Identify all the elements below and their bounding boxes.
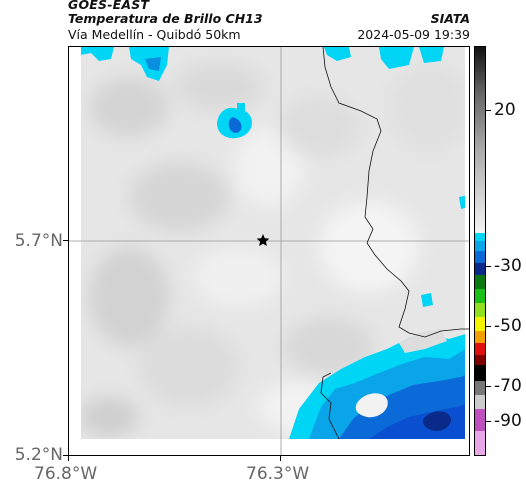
cold-cloud-top	[81, 47, 469, 307]
colorbar-tick	[486, 326, 491, 327]
satellite-title: GOES-EAST	[68, 0, 150, 12]
colorbar-label: 20	[494, 100, 516, 120]
colorbar-tick	[486, 266, 491, 267]
y-tick-mark	[63, 240, 68, 241]
map-header: GOES-EAST Temperatura de Brillo CH13 Vía…	[68, 0, 470, 46]
coast-border	[320, 372, 340, 440]
map-canvas	[69, 47, 469, 455]
country-border	[322, 47, 469, 338]
x-tick-label: 76.8°W	[34, 464, 98, 484]
colorbar-label: -50	[494, 316, 522, 336]
x-tick-mark	[68, 456, 69, 461]
colorbar-label: -30	[494, 256, 522, 276]
product-title: Temperatura de Brillo CH13	[68, 11, 263, 26]
colorbar-label: -70	[494, 376, 522, 396]
datetime-label: 2024-05-09 19:39	[357, 27, 470, 42]
colorbar-label: -90	[494, 411, 522, 431]
x-tick-label: 76.3°W	[246, 464, 310, 484]
star-marker	[256, 234, 270, 246]
colorbar-tick	[486, 386, 491, 387]
cold-cloud-bottom	[289, 329, 469, 439]
map-panel	[68, 46, 470, 456]
cloud-texture	[79, 62, 469, 437]
region-subtitle: Vía Medellín - Quibdó 50km	[68, 27, 241, 42]
y-tick-label: 5.7°N	[14, 231, 63, 251]
colorbar-tick	[486, 421, 491, 422]
x-tick-mark	[280, 456, 281, 461]
colorbar	[474, 46, 486, 456]
y-tick-mark	[63, 455, 68, 456]
organization-label: SIATA	[430, 11, 470, 26]
y-tick-label: 5.2°N	[14, 445, 63, 465]
colorbar-gradient	[475, 47, 485, 455]
colorbar-tick	[486, 110, 491, 111]
